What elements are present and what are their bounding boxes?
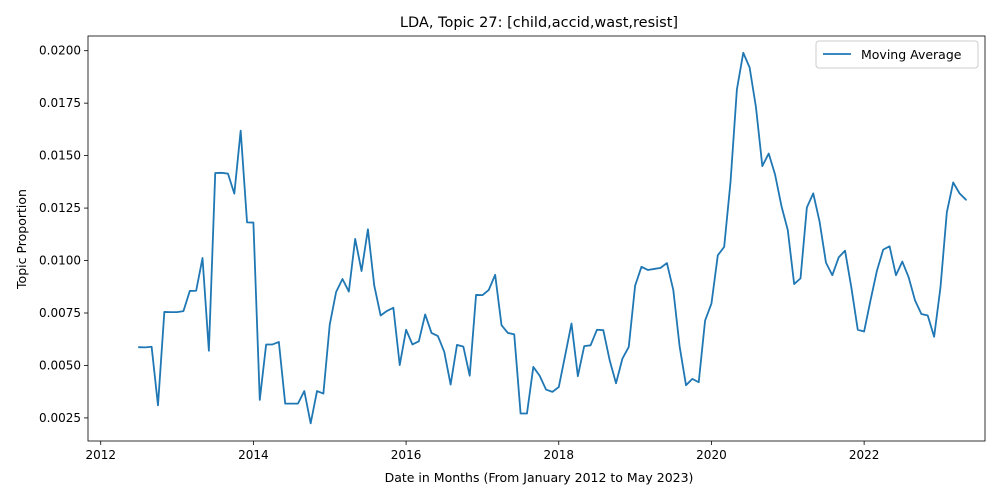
- y-axis: 0.0025 0.0050 0.0075 0.0100 0.0125 0.0150 0.01…: [39, 44, 88, 425]
- x-tick-label: 2012: [85, 448, 116, 462]
- x-tick-label: 2016: [391, 448, 422, 462]
- y-tick-label: 0.0075: [39, 306, 81, 320]
- y-tick-label: 0.0025: [39, 411, 81, 425]
- x-axis: 2012 2014 2016 2018 2020 2022: [85, 441, 879, 462]
- x-tick-label: 2014: [238, 448, 269, 462]
- chart-title: LDA, Topic 27: [child,accid,wast,resist]: [400, 15, 678, 31]
- y-tick-label: 0.0175: [39, 96, 81, 110]
- y-tick-label: 0.0200: [39, 44, 81, 58]
- series-line-0: [137, 51, 967, 425]
- y-tick-label: 0.0125: [39, 201, 81, 215]
- x-tick-label: 2018: [543, 448, 574, 462]
- plot-frame: [87, 35, 986, 442]
- x-axis-label: Date in Months (From January 2012 to May…: [385, 470, 694, 485]
- legend-box: [815, 40, 979, 69]
- legend-label: Moving Average: [861, 47, 962, 62]
- x-tick-label: 2022: [849, 448, 880, 462]
- y-tick-label: 0.0100: [39, 254, 81, 268]
- y-axis-label: Topic Proportion: [14, 189, 29, 290]
- series-layer: [137, 51, 967, 425]
- y-tick-label: 0.0050: [39, 358, 81, 372]
- plot-area: [87, 35, 986, 442]
- y-tick-label: 0.0150: [39, 149, 81, 163]
- legend: Moving Average: [815, 40, 979, 69]
- x-tick-label: 2020: [696, 448, 727, 462]
